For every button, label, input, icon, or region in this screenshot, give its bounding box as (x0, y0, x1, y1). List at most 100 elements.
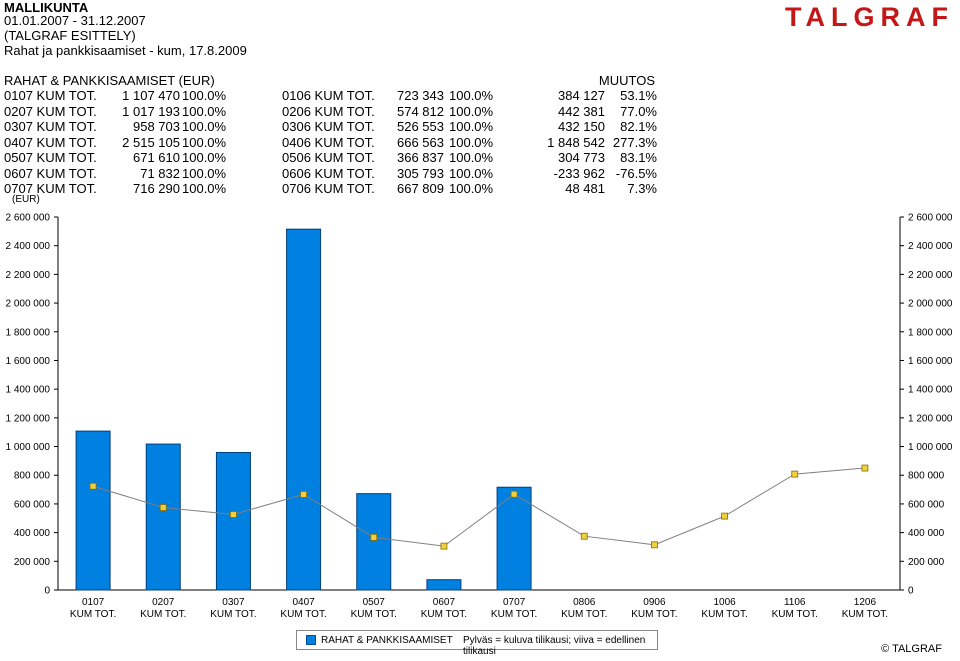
row-change: 432 150 (558, 119, 605, 134)
summary-table: RAHAT & PANKKISAAMISET (EUR) MUUTOS 0107… (4, 73, 664, 196)
row-prev-pct: 100.0% (449, 134, 494, 150)
row-change-pct: 83.1% (620, 150, 657, 165)
row-change: 304 773 (558, 150, 605, 165)
y-tick-label-right: 1 000 000 (908, 442, 953, 453)
y-tick-label: 1 600 000 (6, 356, 51, 367)
x-tick-sublabel: KUM TOT. (561, 609, 607, 620)
y-tick-label-right: 1 200 000 (908, 413, 953, 424)
y-tick-label-right: 0 (908, 586, 914, 597)
y-tick-label-right: 2 600 000 (908, 213, 953, 224)
line-point (230, 511, 237, 518)
row-prev-label: 0506 KUM TOT. (282, 150, 375, 165)
y-tick-label-right: 2 000 000 (908, 299, 953, 310)
row-change: 48 481 (565, 181, 605, 196)
row-change-pct: 7.3% (627, 181, 657, 196)
row-value: 1 017 193 (122, 103, 180, 119)
legend-note: Pylväs = kuluva tilikausi; viiva = edell… (463, 635, 646, 657)
muutos-header: MUUTOS (598, 73, 655, 88)
row-prev-label: 0706 KUM TOT. (282, 181, 375, 196)
company-name: MALLIKUNTA (4, 0, 89, 15)
row-change: 1 848 542 (547, 134, 605, 150)
row-change: -233 962 (553, 165, 605, 181)
row-label: 0307 KUM TOT. (4, 119, 97, 134)
y-tick-label: 1 200 000 (6, 413, 51, 424)
y-tick-label-right: 600 000 (908, 499, 945, 510)
y-tick-label-right: 1 800 000 (908, 327, 953, 338)
talgraf-logo: TALGRAF (785, 2, 954, 32)
row-pct: 100.0% (182, 165, 227, 181)
row-label: 0707 KUM TOT. (4, 181, 97, 196)
line-point (89, 482, 97, 490)
x-tick-label: 0107 (82, 597, 105, 608)
legend-swatch (306, 635, 316, 645)
row-prev-label: 0406 KUM TOT. (282, 134, 375, 150)
table-title: RAHAT & PANKKISAAMISET (EUR) (4, 73, 215, 88)
line-point (440, 542, 448, 550)
row-value: 716 290 (133, 181, 180, 196)
row-pct: 100.0% (182, 103, 227, 119)
row-value: 671 610 (133, 150, 180, 165)
row-pct: 100.0% (182, 88, 227, 103)
y-tick-label-right: 1 400 000 (908, 385, 953, 396)
y-tick-label: 400 000 (14, 528, 51, 539)
row-pct: 100.0% (182, 181, 227, 196)
row-prev-label: 0606 KUM TOT. (282, 165, 375, 181)
y-tick-label-right: 200 000 (908, 557, 945, 568)
line-point (580, 532, 588, 540)
row-prev-pct: 100.0% (449, 181, 494, 196)
report-subtitle: (TALGRAF ESITTELY) (4, 28, 136, 43)
previous-year-line (92, 467, 865, 547)
x-tick-label: 0207 (152, 597, 175, 608)
x-tick-sublabel: KUM TOT. (701, 609, 747, 620)
x-tick-label: 0707 (503, 597, 526, 608)
report-name: Rahat ja pankkisaamiset - kum, 17.8.2009 (4, 43, 247, 58)
row-prev-pct: 100.0% (449, 150, 494, 165)
y-tick-label-right: 800 000 (908, 471, 945, 482)
row-label: 0607 KUM TOT. (4, 165, 97, 181)
x-tick-sublabel: KUM TOT. (351, 609, 397, 620)
x-tick-sublabel: KUM TOT. (140, 609, 186, 620)
row-prev-value: 366 837 (397, 150, 444, 165)
row-prev-value: 667 809 (397, 181, 444, 196)
legend-series-name: RAHAT & PANKKISAAMISET (321, 635, 453, 646)
row-change-pct: 53.1% (620, 88, 657, 103)
x-tick-label: 1106 (784, 597, 806, 608)
bar (356, 493, 392, 591)
row-change: 384 127 (558, 88, 605, 103)
row-change-pct: 277.3% (612, 134, 657, 150)
row-prev-value: 666 563 (397, 134, 444, 150)
row-label: 0407 KUM TOT. (4, 134, 97, 150)
row-change-pct: 82.1% (620, 119, 657, 134)
bar (286, 228, 322, 591)
row-prev-label: 0206 KUM TOT. (282, 103, 375, 119)
line-point (510, 490, 518, 498)
x-tick-label: 0906 (643, 597, 666, 608)
x-tick-label: 0307 (222, 597, 245, 608)
row-label: 0107 KUM TOT. (4, 88, 97, 103)
bar (75, 430, 111, 591)
y-tick-label: 2 600 000 (6, 213, 51, 224)
row-prev-label: 0306 KUM TOT. (282, 119, 375, 134)
row-prev-pct: 100.0% (449, 103, 494, 119)
y-axis-label: (EUR) (12, 194, 40, 205)
y-tick-label-right: 1 600 000 (908, 356, 953, 367)
y-tick-label: 1 400 000 (6, 385, 51, 396)
copyright: © TALGRAF (881, 643, 942, 655)
x-tick-label: 0507 (363, 597, 386, 608)
row-prev-value: 574 812 (397, 103, 444, 119)
x-tick-label: 1206 (854, 597, 877, 608)
row-prev-pct: 100.0% (449, 88, 494, 103)
x-tick-label: 1006 (713, 597, 736, 608)
y-tick-label-right: 2 400 000 (908, 241, 953, 252)
row-value: 958 703 (133, 119, 180, 134)
row-prev-value: 526 553 (397, 119, 444, 134)
row-value: 1 107 470 (122, 88, 180, 103)
x-tick-label: 0407 (292, 597, 315, 608)
x-tick-sublabel: KUM TOT. (772, 609, 818, 620)
y-tick-label-right: 400 000 (908, 528, 945, 539)
bar (215, 451, 251, 591)
bar (496, 486, 532, 591)
y-tick-label: 1 000 000 (6, 442, 51, 453)
x-tick-label: 0806 (573, 597, 596, 608)
line-point (651, 541, 658, 549)
